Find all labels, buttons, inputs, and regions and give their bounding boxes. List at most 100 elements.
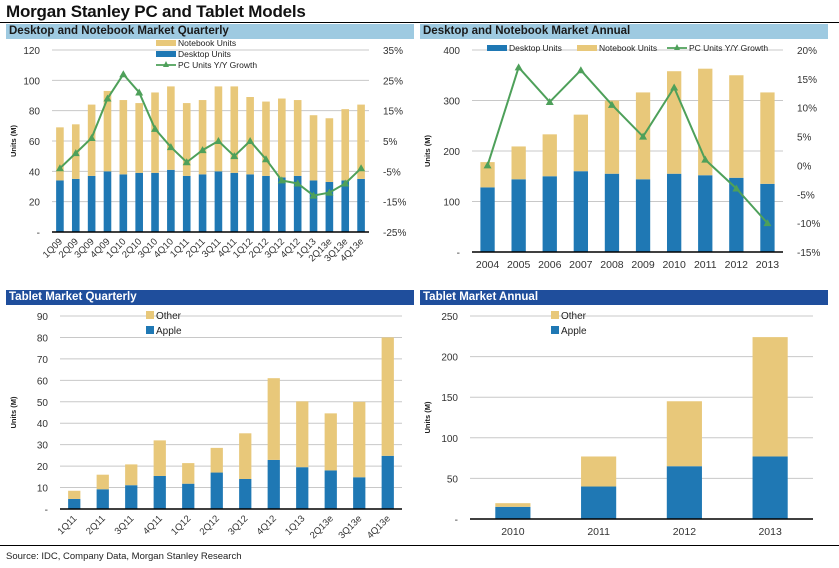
bar-apple xyxy=(96,489,109,509)
bar-other xyxy=(296,401,309,468)
growth-marker xyxy=(55,164,64,172)
bar-other xyxy=(96,474,109,490)
growth-marker xyxy=(71,149,80,157)
bar-other xyxy=(182,463,195,484)
y2-tick-label: -25% xyxy=(383,228,406,239)
bar-notebook-units xyxy=(729,75,744,178)
bar-notebook-units xyxy=(542,134,557,177)
chart-tablet-annual: - 50 100 150 200 250 Units (M) 2010 2011 2012 2013… xyxy=(423,311,813,538)
bar-other xyxy=(381,337,394,456)
bar-apple xyxy=(125,485,138,509)
bar-desktop-units xyxy=(666,173,682,252)
y-tick-label: 300 xyxy=(443,97,460,108)
x-tick-label: 2011 xyxy=(587,526,610,538)
y-tick-label: 60 xyxy=(29,137,41,148)
bar-desktop-units xyxy=(511,179,526,252)
source-note: Source: IDC, Company Data, Morgan Stanle… xyxy=(6,551,242,562)
growth-marker xyxy=(639,132,648,140)
bar-apple xyxy=(296,467,309,509)
bar-desktop-units xyxy=(230,172,239,232)
y2-tick-label: -5% xyxy=(383,167,401,178)
panel-tablet-annual: Tablet Market Annual - 50 100 150 200 250 Unit… xyxy=(420,290,828,542)
bar-apple xyxy=(182,483,195,509)
y-tick-label: 100 xyxy=(441,434,458,445)
y-tick-label: 70 xyxy=(37,355,49,366)
growth-marker xyxy=(119,70,128,78)
legend-swatch xyxy=(487,45,507,51)
y-tick-label: 250 xyxy=(441,312,458,323)
chart-title: Desktop and Notebook Market Quarterly xyxy=(6,24,414,39)
y2-tick-label: 0% xyxy=(797,161,812,172)
footer-divider xyxy=(0,545,839,546)
bar-notebook-units xyxy=(278,98,286,178)
x-tick-label: 4Q13e xyxy=(365,513,393,541)
x-tick-label: 4Q12 xyxy=(255,513,279,537)
bar-desktop-units xyxy=(341,180,350,232)
growth-marker xyxy=(182,158,191,166)
x-tick-label: 2009 xyxy=(631,259,655,271)
y-tick-label: 200 xyxy=(441,353,458,364)
x-tick-label: 3Q13e xyxy=(336,513,364,541)
x-tick-label: 2013 xyxy=(758,526,782,538)
legend-label: Desktop Units xyxy=(178,49,231,59)
x-tick-label: 2007 xyxy=(569,259,593,271)
bar-apple xyxy=(495,506,531,519)
bar-desktop-units xyxy=(635,179,651,252)
y-tick-label: 150 xyxy=(441,393,458,404)
x-tick-label: 3Q11 xyxy=(113,513,137,537)
legend-label: Notebook Units xyxy=(178,40,236,48)
bar-desktop-units xyxy=(135,172,143,232)
growth-marker xyxy=(87,133,96,141)
bar-other xyxy=(666,401,702,467)
growth-marker xyxy=(483,161,492,169)
growth-marker xyxy=(151,124,160,132)
growth-marker xyxy=(309,191,318,199)
bar-other xyxy=(581,456,617,487)
y-tick-label: 80 xyxy=(29,107,41,118)
bar-apple xyxy=(324,470,337,509)
y-tick-label: 90 xyxy=(37,312,49,323)
bar-desktop-units xyxy=(198,174,207,232)
y2-tick-label: 15% xyxy=(797,75,817,86)
bar-desktop-units xyxy=(103,171,112,232)
x-tick-label: 4Q11 xyxy=(141,513,165,537)
bar-apple xyxy=(267,459,280,509)
y2-tick-label: 35% xyxy=(383,46,403,57)
x-tick-label: 2Q11 xyxy=(84,513,108,537)
growth-line xyxy=(59,72,362,197)
y-tick-label: 20 xyxy=(29,198,41,209)
y-tick-label: 100 xyxy=(443,198,460,209)
y-axis-label: Units (M) xyxy=(9,124,18,157)
x-tick-label: 2Q12 xyxy=(198,513,222,537)
y-tick-label: 50 xyxy=(37,398,49,409)
y2-tick-label: 5% xyxy=(797,133,812,144)
page-title: Morgan Stanley PC and Tablet Models xyxy=(6,2,306,21)
bar-other xyxy=(324,413,337,471)
y-tick-label: - xyxy=(455,515,458,526)
bar-notebook-units xyxy=(309,115,318,181)
x-tick-label: 2008 xyxy=(600,259,624,271)
bar-desktop-units xyxy=(293,175,302,232)
bar-other xyxy=(125,464,138,486)
bar-notebook-units xyxy=(214,86,223,172)
growth-marker xyxy=(293,179,302,187)
chart-tablet-quarterly: - 10 20 30 40 50 60 70 80 90 Units (M) 1Q11 2Q11 3Q11… xyxy=(9,311,402,541)
growth-marker xyxy=(135,88,144,96)
growth-marker xyxy=(576,66,585,74)
y-tick-label: - xyxy=(37,228,40,239)
growth-marker xyxy=(198,146,207,154)
bar-desktop-units xyxy=(119,174,128,232)
x-tick-label: 1Q12 xyxy=(169,513,193,537)
bar-notebook-units xyxy=(604,100,620,174)
y-tick-label: 60 xyxy=(37,376,49,387)
bar-desktop-units xyxy=(262,175,270,232)
legend-label: Apple xyxy=(561,326,587,337)
growth-marker xyxy=(357,164,366,172)
growth-marker xyxy=(103,94,112,102)
bar-notebook-units xyxy=(135,103,143,173)
x-tick-label: 2004 xyxy=(476,259,500,271)
bar-notebook-units xyxy=(198,100,207,175)
bar-desktop-units xyxy=(542,176,557,252)
bar-notebook-units xyxy=(573,114,589,172)
y-tick-label: 80 xyxy=(37,333,49,344)
